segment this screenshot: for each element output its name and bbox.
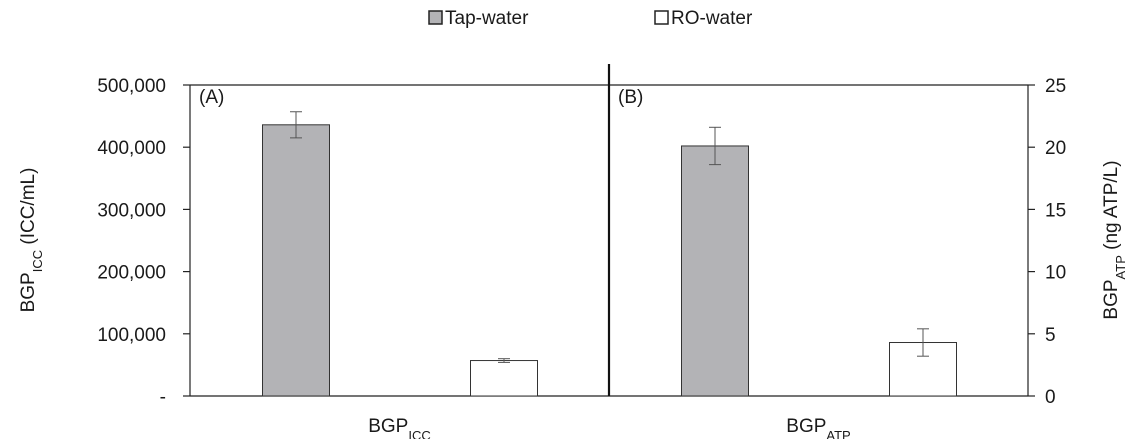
- y-axis-title-right-rest: (ng ATP/L): [1101, 160, 1122, 255]
- y-axis-title-right: BGPATP (ng ATP/L): [1101, 160, 1128, 319]
- bar-tap-water: [681, 145, 749, 397]
- x-category-label: BGPATP: [786, 416, 850, 439]
- x-category-label-base: BGP: [368, 416, 408, 437]
- y-tick-label: 300,000: [97, 200, 166, 221]
- x-category-label-sub: ATP: [826, 428, 850, 439]
- legend: Tap-water RO-water: [428, 8, 753, 29]
- legend-label-tap-water: Tap-water: [445, 8, 529, 29]
- legend-swatch-ro-water: [654, 10, 669, 25]
- y-tick-label: 5: [1045, 325, 1056, 346]
- legend-label-ro-water: RO-water: [671, 8, 753, 29]
- legend-swatch-tap-water: [428, 10, 443, 25]
- bar-ro-water: [470, 360, 538, 397]
- bar-tap-water: [262, 124, 330, 397]
- x-category-label-sub: ICC: [408, 428, 430, 439]
- y-tick-label: 200,000: [97, 263, 166, 284]
- y-axis-title-right-base: BGP: [1101, 279, 1122, 319]
- y-axis-title-left-rest: (ICC/mL): [18, 168, 39, 250]
- x-category-label-base: BGP: [786, 416, 826, 437]
- panel-a: (A) - 100,000 200,000 300,000 400,000 500,000 B…: [18, 76, 538, 439]
- y-tick-label: 400,000: [97, 138, 166, 159]
- panel-label: (B): [618, 87, 643, 108]
- y-axis-title-left-sub: ICC: [30, 250, 45, 272]
- y-tick-label: 15: [1045, 200, 1066, 221]
- x-category-label: BGPICC: [368, 416, 431, 439]
- y-tick-label: -: [160, 387, 166, 408]
- y-tick-label: 20: [1045, 138, 1066, 159]
- y-axis-title-left-base: BGP: [18, 272, 39, 312]
- y-tick-label: 0: [1045, 387, 1056, 408]
- y-tick-label: 500,000: [97, 76, 166, 97]
- y-axis-title-right-sub: ATP: [1113, 255, 1128, 279]
- y-axis-title-left: BGPICC (ICC/mL): [18, 168, 45, 313]
- y-tick-label: 10: [1045, 263, 1066, 284]
- chart-panels: (A) - 100,000 200,000 300,000 400,000 500,000 B…: [18, 64, 1128, 439]
- panel-label: (A): [199, 87, 224, 108]
- y-tick-label: 100,000: [97, 325, 166, 346]
- y-tick-label: 25: [1045, 76, 1066, 97]
